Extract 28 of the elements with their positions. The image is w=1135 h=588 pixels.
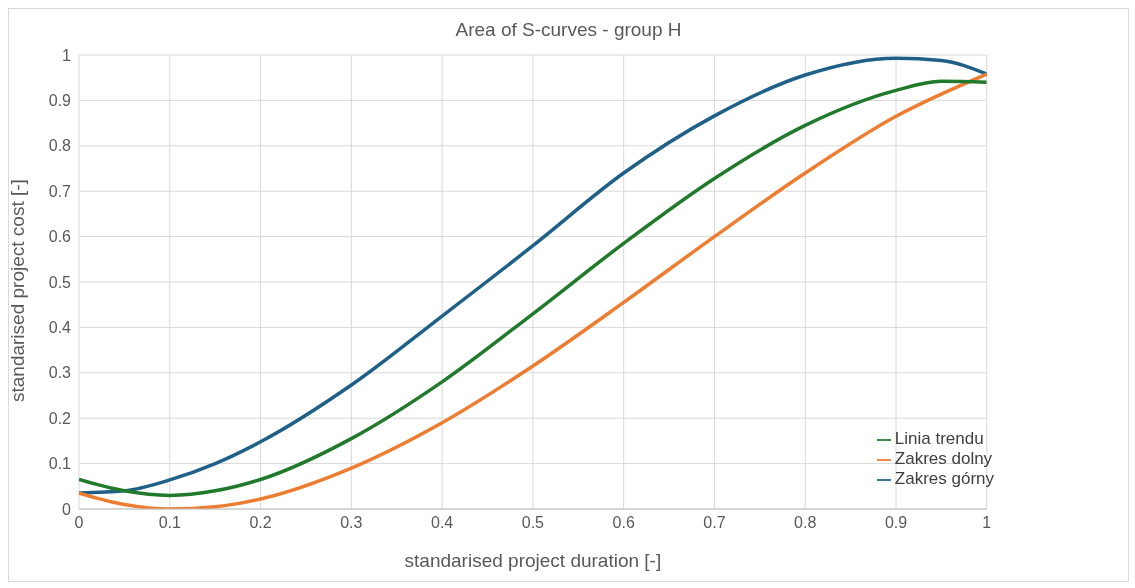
x-tick-label: 1 (982, 514, 992, 532)
y-tick-label: 0.7 (48, 182, 72, 200)
x-tick-label: 0.9 (884, 514, 908, 532)
x-tick-label: 0.7 (703, 514, 726, 532)
x-tick-label: 0 (74, 514, 84, 532)
y-tick-label: 0 (62, 500, 72, 518)
x-tick-label: 0.8 (794, 514, 817, 532)
y-tick-label: 0.5 (48, 273, 72, 291)
legend-label: Zakres górny (894, 469, 994, 488)
x-tick-label: 0.3 (340, 514, 363, 532)
x-tick-label: 0.1 (158, 514, 181, 532)
y-tick-label: 0.3 (48, 364, 72, 382)
y-axis-title: standarised project cost [-] (6, 179, 28, 402)
legend-label: Linia trendu (894, 429, 984, 448)
chart-title: Area of S-curves - group H (454, 18, 683, 42)
legend-label: Zakres dolny (894, 449, 993, 468)
y-tick-label: 0.2 (48, 409, 72, 427)
y-tick-label: 0.4 (48, 319, 72, 337)
x-tick-label: 0.4 (430, 514, 454, 532)
x-tick-label: 0.6 (612, 514, 635, 532)
x-axis-title: standarised project duration [-] (404, 550, 662, 571)
x-tick-label: 0.2 (249, 514, 272, 532)
y-tick-label: 0.9 (48, 92, 72, 110)
x-tick-label: 0.5 (521, 514, 545, 532)
y-tick-label: 1 (62, 46, 72, 64)
y-tick-label: 0.1 (48, 455, 72, 473)
y-tick-label: 0.8 (48, 137, 72, 155)
y-tick-label: 0.6 (48, 228, 72, 246)
